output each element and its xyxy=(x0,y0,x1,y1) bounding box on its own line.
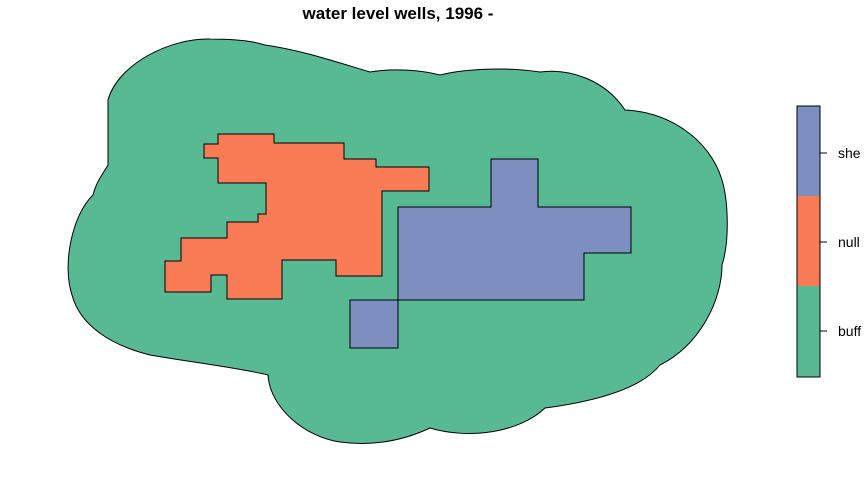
legend-swatch-null xyxy=(797,196,820,286)
legend: she null buff xyxy=(796,105,861,378)
legend-label-shell: she xyxy=(838,145,861,161)
null-region xyxy=(164,133,430,300)
legend-label-buffer: buff xyxy=(838,323,861,339)
legend-swatch-shell xyxy=(797,106,820,196)
map-title: water level wells, 1996 - xyxy=(302,4,494,23)
shell-region xyxy=(349,158,632,349)
legend-swatch-buffer xyxy=(797,286,820,377)
legend-label-null: null xyxy=(838,234,860,250)
